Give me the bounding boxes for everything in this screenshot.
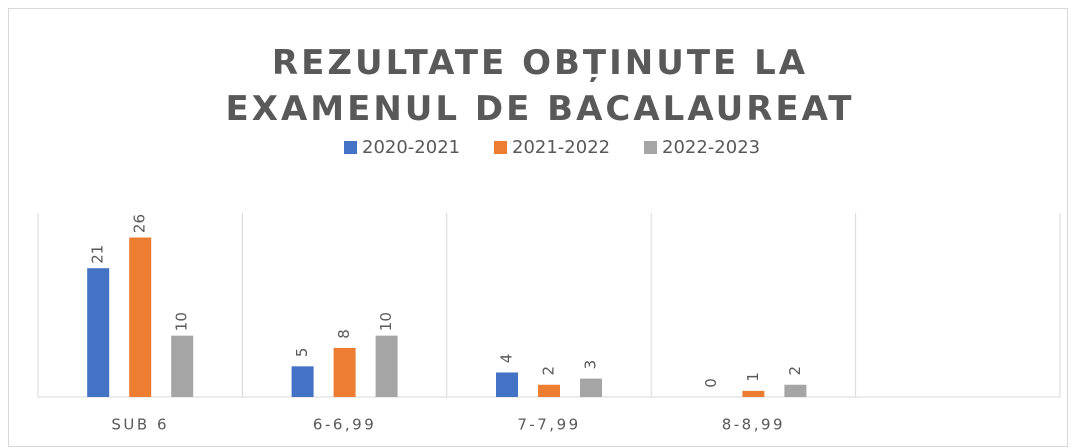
bar	[580, 378, 602, 397]
data-label: 2	[786, 366, 804, 376]
bar	[784, 384, 807, 397]
x-tick-label: 8-8,99	[722, 416, 785, 434]
bar	[538, 384, 560, 397]
data-label: 0	[702, 378, 720, 388]
x-tick-label: SUB 6	[111, 416, 169, 434]
chart-title: REZULTATE OBȚINUTE LA EXAMENUL DE BACALA…	[225, 43, 855, 129]
legend-label: 2021-2022	[512, 137, 610, 158]
data-label: 10	[377, 312, 395, 331]
legend-label: 2022-2023	[662, 137, 760, 158]
data-label: 21	[89, 245, 107, 264]
data-label: 3	[582, 360, 600, 370]
bar	[375, 335, 398, 397]
data-label: 10	[173, 312, 191, 331]
data-label: 5	[293, 348, 311, 358]
data-label: 4	[498, 354, 516, 364]
bar	[129, 237, 152, 397]
data-label: 8	[335, 329, 353, 339]
x-tick-label: 6-6,99	[313, 416, 376, 434]
bar	[333, 347, 356, 397]
data-label: 2	[540, 366, 558, 376]
bar	[291, 366, 314, 397]
legend-swatch	[644, 141, 657, 154]
x-tick-label: 7-7,99	[517, 416, 580, 434]
bar	[87, 268, 110, 397]
bar	[742, 390, 765, 397]
legend-swatch	[344, 141, 357, 154]
data-label: 26	[131, 214, 149, 233]
bar	[171, 335, 194, 397]
data-label: 1	[744, 372, 762, 382]
legend-swatch	[494, 141, 507, 154]
bar	[496, 372, 518, 397]
legend-label: 2020-2021	[362, 137, 460, 158]
